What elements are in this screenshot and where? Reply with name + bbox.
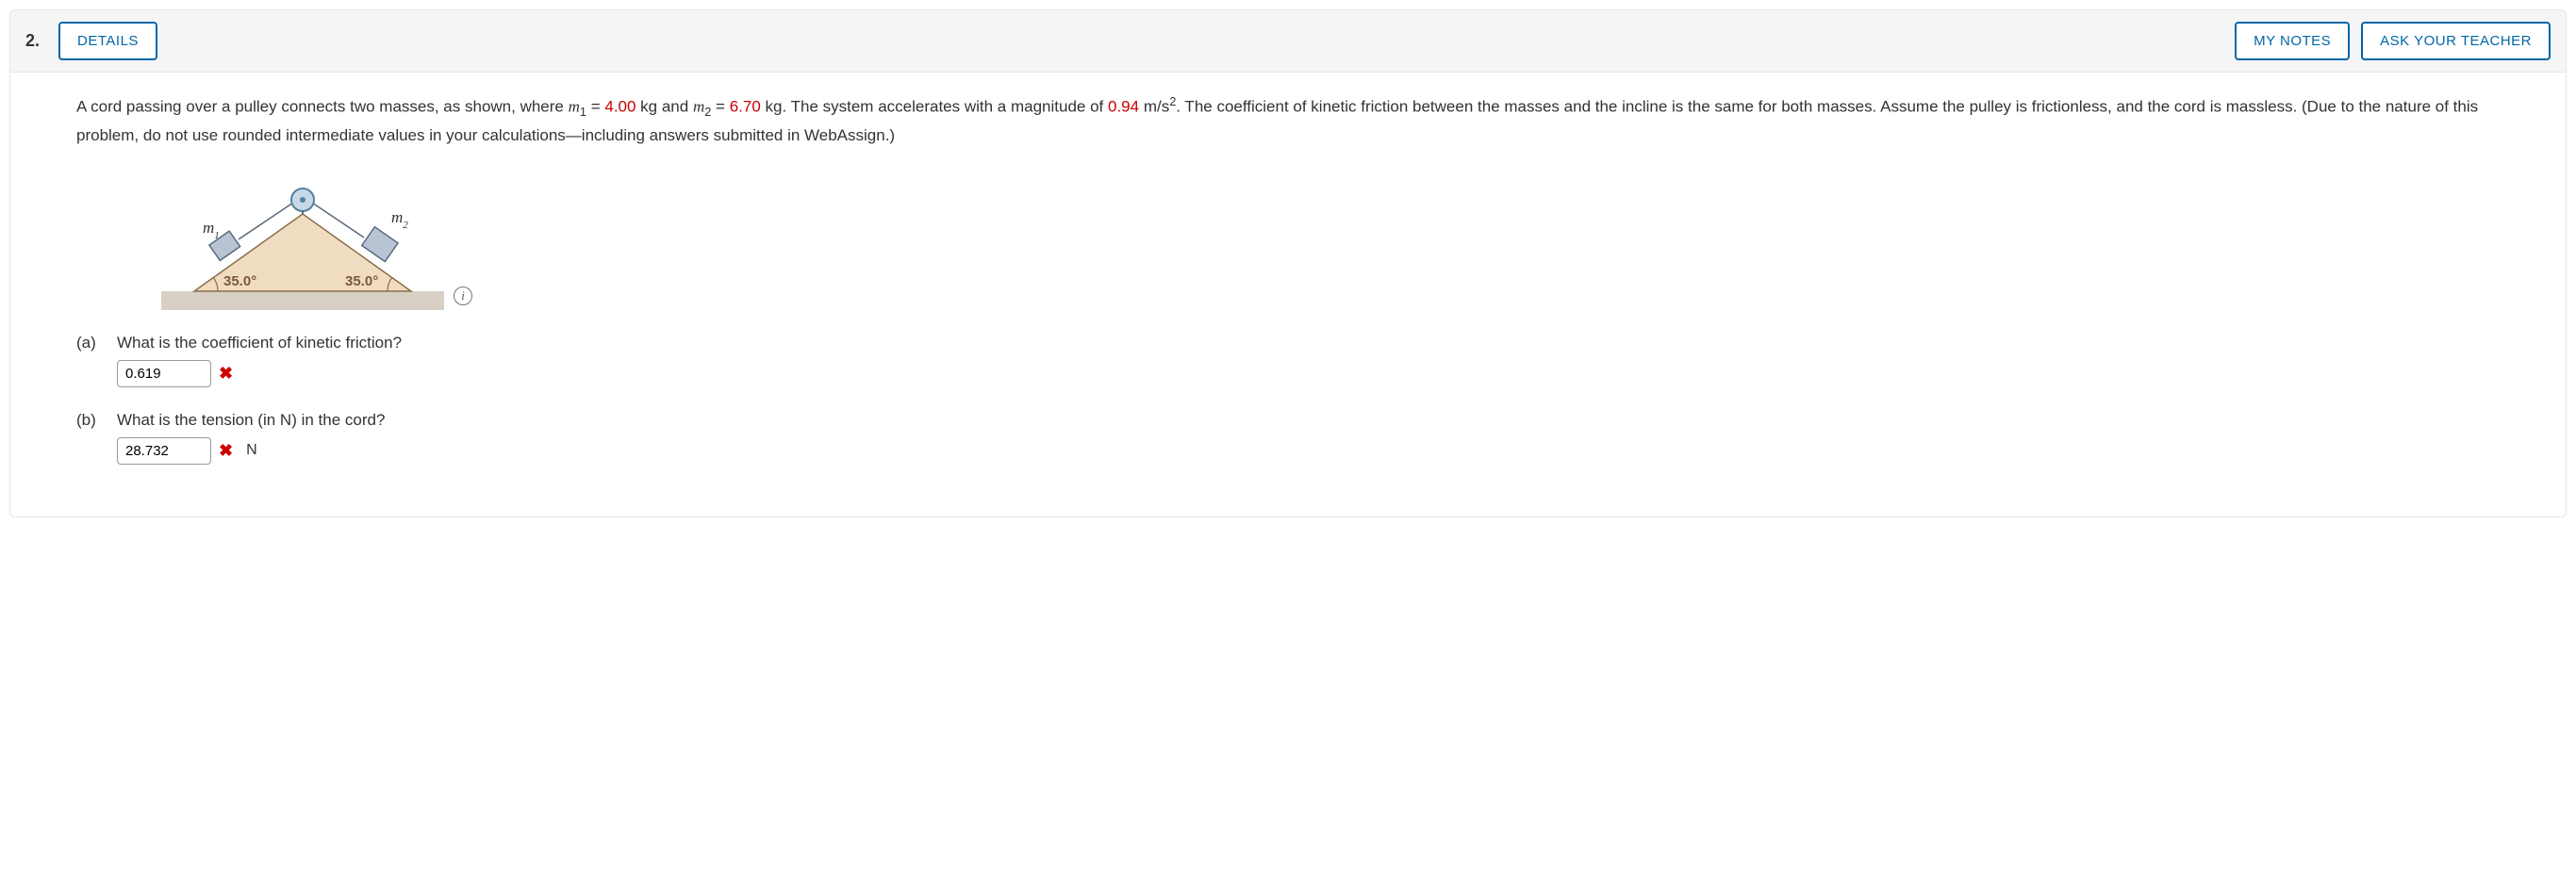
- pulley-center: [300, 197, 305, 203]
- part-b-input[interactable]: [117, 437, 211, 465]
- problem-text-1: A cord passing over a pulley connects tw…: [76, 98, 569, 116]
- accel-value: 0.94: [1108, 98, 1139, 116]
- part-b-label: (b): [76, 411, 100, 465]
- accel-unit-a: m/s: [1139, 98, 1169, 116]
- problem-statement: A cord passing over a pulley connects tw…: [76, 91, 2518, 150]
- part-b-question: What is the tension (in N) in the cord?: [117, 411, 2518, 430]
- part-a-body: What is the coefficient of kinetic frict…: [117, 334, 2518, 387]
- details-button[interactable]: DETAILS: [58, 22, 157, 60]
- part-a-input[interactable]: [117, 360, 211, 387]
- part-a: (a) What is the coefficient of kinetic f…: [76, 334, 2518, 387]
- header-left: 2. DETAILS: [25, 22, 157, 60]
- diagram-wrapper: m1 m2 35.0° 35.0° i: [161, 169, 2518, 310]
- part-a-label: (a): [76, 334, 100, 387]
- m2-diagram-label: m2: [391, 208, 408, 231]
- block-m2: [362, 226, 398, 261]
- incline-diagram: m1 m2 35.0° 35.0°: [161, 169, 444, 310]
- m2-variable: m: [693, 98, 704, 116]
- wrong-icon: ✖: [219, 364, 233, 384]
- question-number: 2.: [25, 31, 40, 51]
- unit2: kg. The system accelerates with a magnit…: [761, 98, 1108, 116]
- angle-right-label: 35.0°: [345, 273, 378, 289]
- question-content: A cord passing over a pulley connects tw…: [10, 73, 2566, 516]
- wrong-icon: ✖: [219, 441, 233, 461]
- m1-diagram-label: m1: [203, 219, 220, 241]
- part-a-answer-row: ✖: [117, 360, 2518, 387]
- eq1: =: [586, 98, 604, 116]
- m2-value: 6.70: [730, 98, 761, 116]
- part-b-unit: N: [246, 442, 257, 459]
- part-b-body: What is the tension (in N) in the cord? …: [117, 411, 2518, 465]
- question-header: 2. DETAILS MY NOTES ASK YOUR TEACHER: [10, 10, 2566, 73]
- unit1: kg and: [636, 98, 693, 116]
- ground-rect: [161, 291, 444, 310]
- question-container: 2. DETAILS MY NOTES ASK YOUR TEACHER A c…: [9, 9, 2567, 517]
- header-right: MY NOTES ASK YOUR TEACHER: [2235, 22, 2551, 60]
- m1-subscript: 1: [580, 105, 586, 119]
- block-m2-group: [362, 226, 398, 261]
- angle-left-label: 35.0°: [223, 273, 256, 289]
- part-b-answer-row: ✖ N: [117, 437, 2518, 465]
- part-a-question: What is the coefficient of kinetic frict…: [117, 334, 2518, 352]
- my-notes-button[interactable]: MY NOTES: [2235, 22, 2350, 60]
- info-icon[interactable]: i: [454, 286, 472, 305]
- eq2: =: [711, 98, 729, 116]
- part-b: (b) What is the tension (in N) in the co…: [76, 411, 2518, 465]
- m1-value: 4.00: [604, 98, 636, 116]
- ask-teacher-button[interactable]: ASK YOUR TEACHER: [2361, 22, 2551, 60]
- m1-variable: m: [569, 98, 580, 116]
